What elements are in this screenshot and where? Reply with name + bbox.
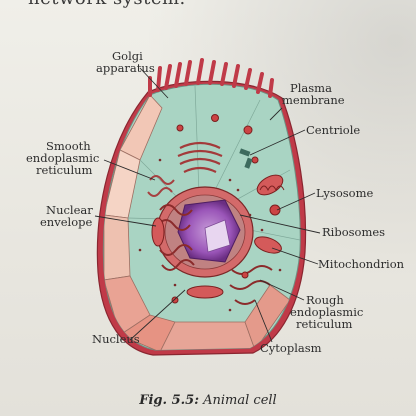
label-rough: Rough bbox=[306, 293, 344, 307]
label-reticulum-smooth: reticulum bbox=[36, 163, 93, 177]
label-apparatus: apparatus bbox=[96, 61, 155, 75]
figure-caption: Fig. 5.5: Animal cell bbox=[0, 393, 416, 408]
lysosome bbox=[269, 204, 281, 216]
rim-segment-bottom-right bbox=[159, 321, 256, 351]
microvilli bbox=[148, 58, 274, 98]
label-cytoplasm: Cytoplasm bbox=[260, 341, 322, 355]
label-lysosome: Lysosome bbox=[316, 186, 373, 200]
label-plasma: Plasma bbox=[290, 81, 332, 95]
label-nucleus: Nucleus bbox=[92, 332, 140, 346]
leader-lines bbox=[94, 67, 321, 343]
label-endoplasmic-rough: endoplasmic bbox=[290, 305, 363, 319]
rough-er-1 bbox=[157, 204, 195, 271]
label-mitochondrion: Mitochondrion bbox=[318, 257, 405, 271]
label-reticulum-rough: reticulum bbox=[296, 317, 353, 331]
label-envelope: envelope bbox=[40, 215, 92, 229]
mitochondrion-3 bbox=[186, 285, 224, 299]
smooth-er bbox=[147, 175, 175, 197]
caption-label: Fig. 5.5: bbox=[139, 393, 199, 408]
label-endoplasmic-smooth: endoplasmic bbox=[26, 151, 99, 165]
label-centriole: Centriole bbox=[306, 123, 360, 137]
label-membrane: membrane bbox=[282, 93, 345, 107]
caption-title: Animal cell bbox=[203, 393, 277, 408]
label-nuclear: Nuclear bbox=[46, 203, 93, 217]
header-text: network system. bbox=[28, 0, 186, 9]
label-ribosomes: Ribosomes bbox=[322, 225, 385, 239]
golgi-apparatus bbox=[177, 141, 223, 173]
centriole bbox=[239, 148, 251, 157]
label-golgi: Golgi bbox=[112, 49, 143, 63]
label-smooth: Smooth bbox=[46, 139, 91, 153]
rim-segment-left-low bbox=[103, 214, 131, 281]
mitochondrion-4 bbox=[151, 217, 165, 247]
